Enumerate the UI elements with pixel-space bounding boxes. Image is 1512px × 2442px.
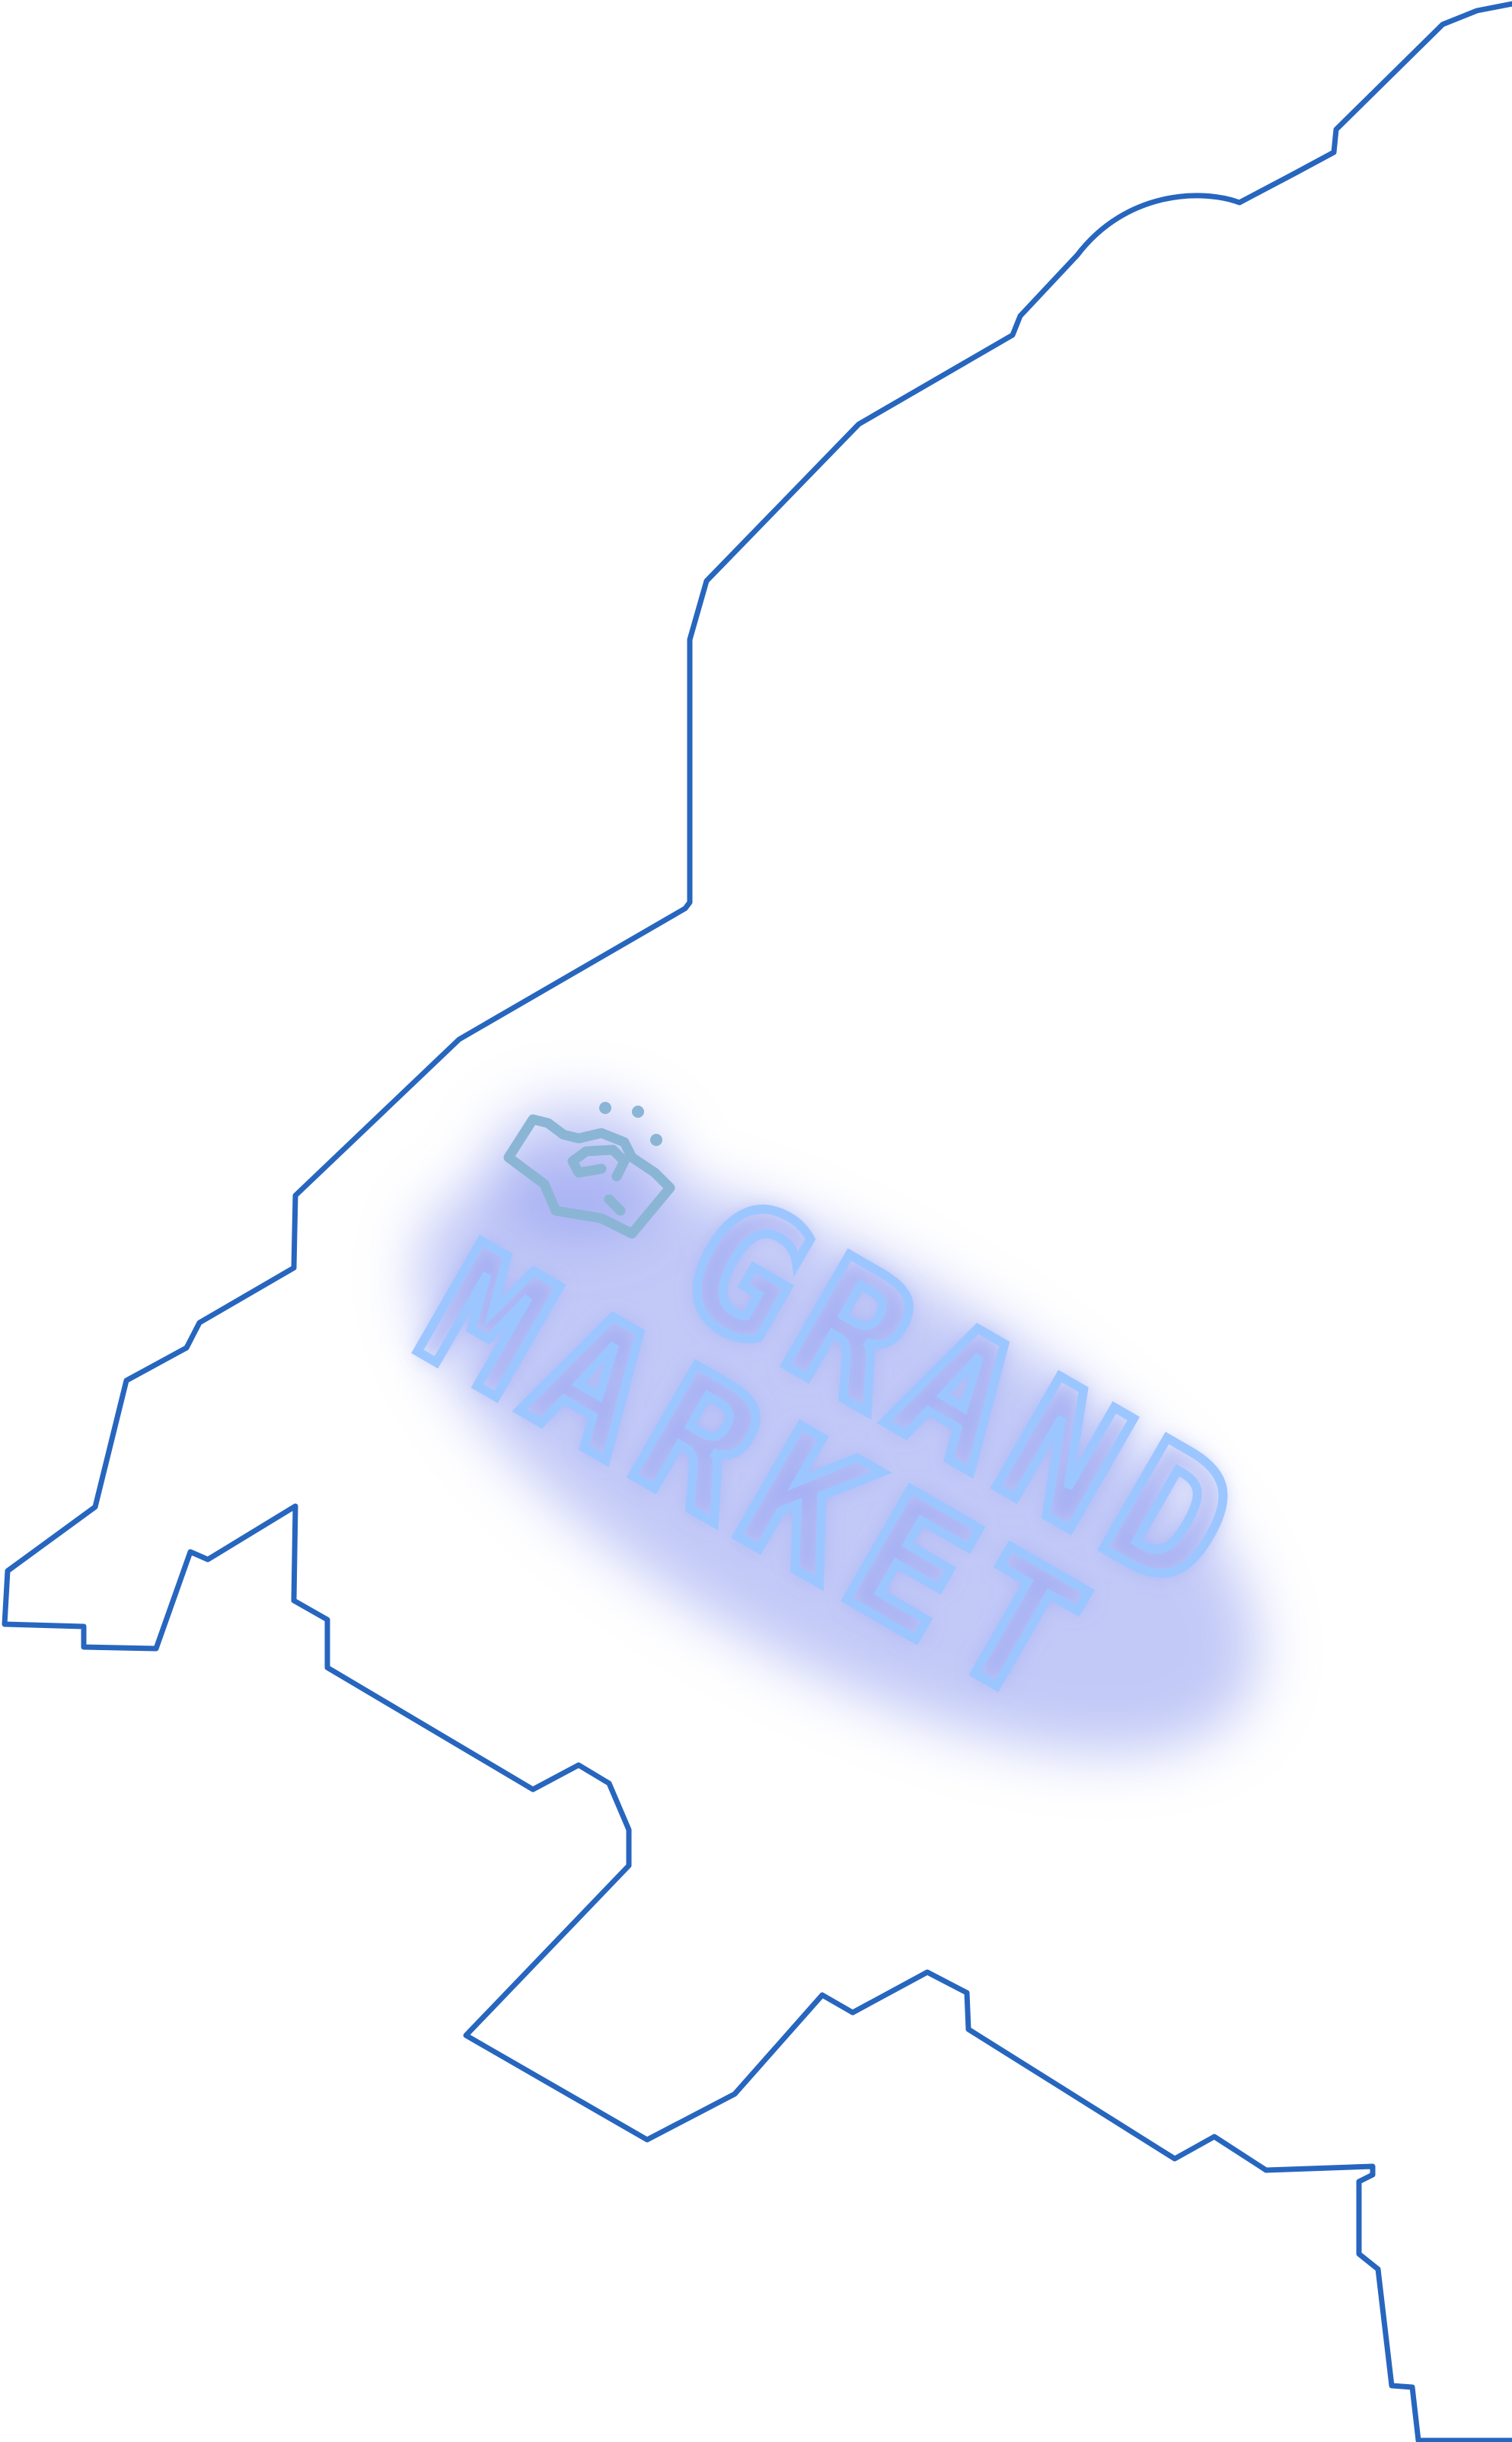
shell-coin-icon [503, 1102, 675, 1239]
